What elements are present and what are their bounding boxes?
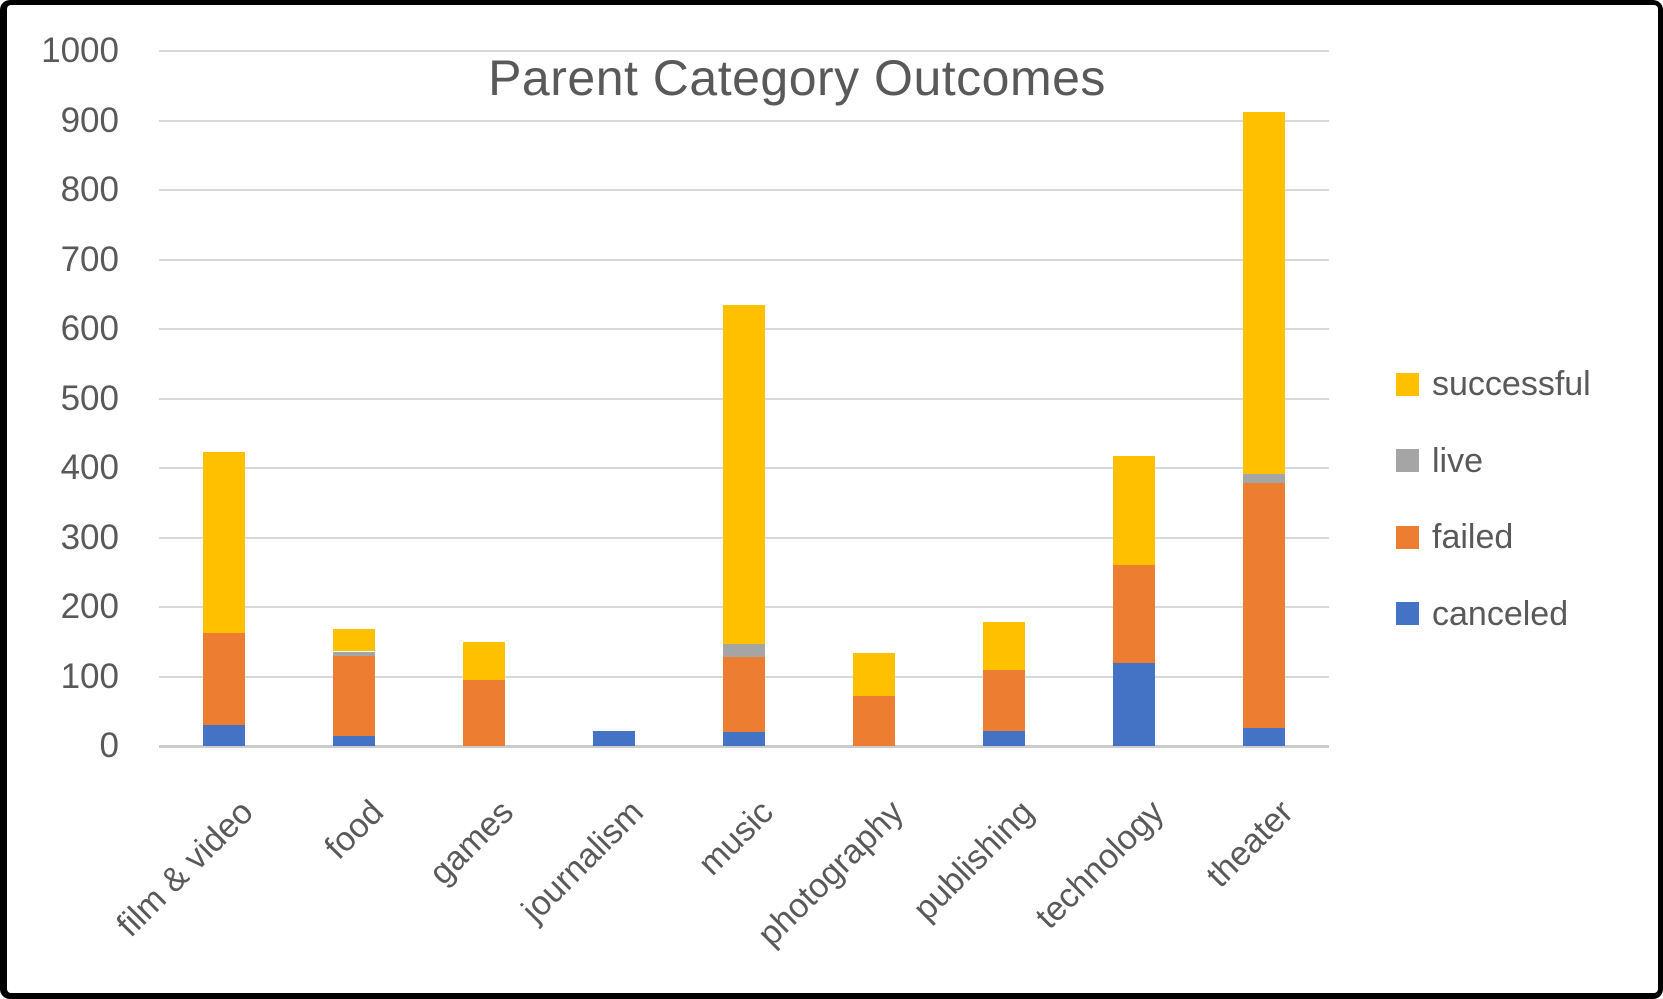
legend-label-live: live [1432, 441, 1484, 480]
bar-segment-theater-failed [1243, 483, 1285, 728]
legend-item-failed: failed [1396, 517, 1513, 557]
bar-segment-music-live [723, 643, 765, 658]
legend-item-successful: successful [1396, 364, 1591, 404]
bar-segment-publishing-successful [983, 622, 1025, 670]
legend-swatch-failed [1396, 525, 1419, 549]
bar-segment-food-failed [333, 655, 375, 736]
x-axis-label-technology: technology [1027, 793, 1171, 937]
gridline [159, 189, 1329, 191]
x-axis-line [159, 745, 1329, 748]
y-tick-label-900: 900 [60, 100, 119, 140]
bar-segment-music-failed [723, 657, 765, 733]
y-tick-label-700: 700 [60, 239, 119, 279]
bar-segment-games-successful [463, 642, 505, 680]
y-tick-label-600: 600 [60, 309, 119, 348]
bar-segment-photography-successful [853, 652, 895, 696]
y-tick-label-400: 400 [60, 448, 119, 487]
bar-segment-theater-live [1243, 473, 1285, 484]
bar-segment-technology-failed [1113, 565, 1155, 663]
bar-segment-food-successful [333, 628, 375, 652]
bar-segment-film-and-video-failed [203, 633, 245, 726]
legend-label-failed: failed [1432, 518, 1514, 556]
legend-swatch-canceled [1396, 602, 1419, 625]
y-tick-label-0: 0 [99, 726, 119, 765]
bar-segment-food-live [333, 651, 375, 656]
y-tick-label-1000: 1000 [41, 31, 119, 70]
chart-title: Parent Category Outcomes [488, 50, 1106, 106]
bar-segment-food-canceled [333, 735, 375, 746]
bar-segment-theater-successful [1243, 112, 1285, 474]
bar-segment-technology-successful [1113, 456, 1155, 566]
x-axis-label-publishing: publishing [905, 793, 1041, 929]
y-tick-label-300: 300 [60, 517, 119, 557]
bar-segment-film-and-video-canceled [203, 725, 245, 746]
legend-swatch-live [1396, 449, 1419, 472]
bar-segment-photography-failed [853, 695, 895, 746]
bar-segment-film-and-video-successful [203, 452, 245, 634]
legend-item-live: live [1396, 441, 1483, 481]
bar-segment-journalism-canceled [593, 730, 635, 746]
bar-segment-games-failed [463, 679, 505, 746]
bar-segment-publishing-failed [983, 669, 1025, 731]
chart-canvas: Parent Category Outcomes 0 100 200 300 400 50… [7, 5, 1658, 993]
y-tick-label-100: 100 [60, 656, 119, 696]
bar-segment-theater-canceled [1243, 727, 1285, 746]
y-tick-label-200: 200 [60, 587, 119, 626]
bar-segment-music-canceled [723, 732, 765, 746]
gridline [159, 119, 1329, 122]
plot-area [159, 50, 1329, 748]
x-axis-label-games: games [421, 793, 521, 893]
x-axis-label-film-and-video: film & video [109, 793, 261, 945]
legend-label-successful: successful [1432, 365, 1591, 403]
legend-label-canceled: canceled [1432, 594, 1569, 633]
legend-item-canceled: canceled [1396, 594, 1568, 634]
gridline [159, 50, 1329, 52]
y-tick-label-800: 800 [60, 170, 119, 209]
bar-segment-technology-canceled [1113, 662, 1155, 746]
y-tick-label-500: 500 [60, 378, 119, 418]
x-axis-label-journalism: journalism [514, 793, 651, 930]
legend-swatch-successful [1396, 372, 1419, 396]
bar-segment-music-successful [723, 304, 765, 644]
x-axis-label-music: music [691, 793, 781, 883]
x-axis-label-food: food [317, 793, 391, 867]
x-axis-label-theater: theater [1199, 793, 1301, 895]
bar-segment-publishing-canceled [983, 730, 1025, 746]
gridline [159, 258, 1329, 261]
